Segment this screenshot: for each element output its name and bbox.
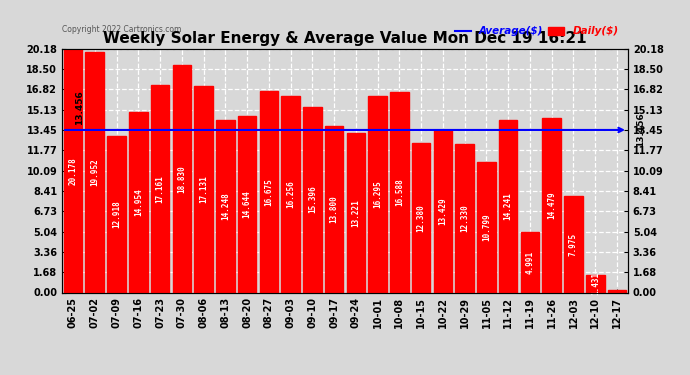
Text: 13.456: 13.456 bbox=[75, 90, 84, 125]
Bar bbox=[434, 130, 452, 292]
Bar bbox=[151, 85, 169, 292]
Bar bbox=[259, 91, 278, 292]
Text: 16.256: 16.256 bbox=[286, 180, 295, 208]
Bar bbox=[586, 275, 604, 292]
Bar bbox=[63, 49, 82, 292]
Bar bbox=[303, 106, 322, 292]
Bar bbox=[346, 133, 365, 292]
Text: 4.991: 4.991 bbox=[526, 251, 535, 274]
Bar bbox=[521, 232, 539, 292]
Text: 14.241: 14.241 bbox=[504, 193, 513, 220]
Text: 12.380: 12.380 bbox=[417, 204, 426, 232]
Text: 14.248: 14.248 bbox=[221, 193, 230, 220]
Title: Weekly Solar Energy & Average Value Mon Dec 19 16:21: Weekly Solar Energy & Average Value Mon … bbox=[104, 31, 586, 46]
Text: 12.918: 12.918 bbox=[112, 201, 121, 228]
Bar bbox=[238, 116, 256, 292]
Bar bbox=[107, 136, 126, 292]
Bar bbox=[412, 143, 431, 292]
Text: 14.479: 14.479 bbox=[547, 191, 556, 219]
Legend: Average($), Daily($): Average($), Daily($) bbox=[451, 22, 622, 40]
Bar bbox=[172, 65, 191, 292]
Bar bbox=[477, 162, 495, 292]
Text: 14.644: 14.644 bbox=[243, 190, 252, 218]
Text: 7.975: 7.975 bbox=[569, 233, 578, 256]
Text: 17.131: 17.131 bbox=[199, 175, 208, 203]
Bar bbox=[564, 196, 583, 292]
Text: 16.675: 16.675 bbox=[264, 178, 273, 206]
Text: 13.429: 13.429 bbox=[438, 198, 447, 225]
Bar bbox=[499, 120, 518, 292]
Bar bbox=[86, 51, 104, 292]
Text: 16.588: 16.588 bbox=[395, 178, 404, 206]
Bar bbox=[608, 290, 627, 292]
Text: 18.830: 18.830 bbox=[177, 165, 186, 193]
Text: 13.800: 13.800 bbox=[330, 195, 339, 223]
Text: 13.221: 13.221 bbox=[351, 199, 360, 226]
Text: 15.396: 15.396 bbox=[308, 186, 317, 213]
Bar bbox=[390, 92, 408, 292]
Text: 16.295: 16.295 bbox=[373, 180, 382, 208]
Text: 19.952: 19.952 bbox=[90, 158, 99, 186]
Text: 13.456: 13.456 bbox=[636, 112, 645, 147]
Text: 14.954: 14.954 bbox=[134, 188, 143, 216]
Bar bbox=[216, 120, 235, 292]
Text: Copyright 2022 Cartronics.com: Copyright 2022 Cartronics.com bbox=[62, 25, 181, 34]
Text: 20.178: 20.178 bbox=[68, 157, 77, 184]
Bar bbox=[455, 144, 474, 292]
Text: 10.799: 10.799 bbox=[482, 213, 491, 241]
Bar bbox=[282, 96, 300, 292]
Bar bbox=[195, 86, 213, 292]
Bar bbox=[129, 112, 148, 292]
Bar bbox=[542, 118, 561, 292]
Text: 17.161: 17.161 bbox=[155, 175, 164, 203]
Bar bbox=[325, 126, 344, 292]
Bar bbox=[368, 96, 387, 292]
Text: 1.431: 1.431 bbox=[591, 272, 600, 296]
Text: 12.330: 12.330 bbox=[460, 204, 469, 232]
